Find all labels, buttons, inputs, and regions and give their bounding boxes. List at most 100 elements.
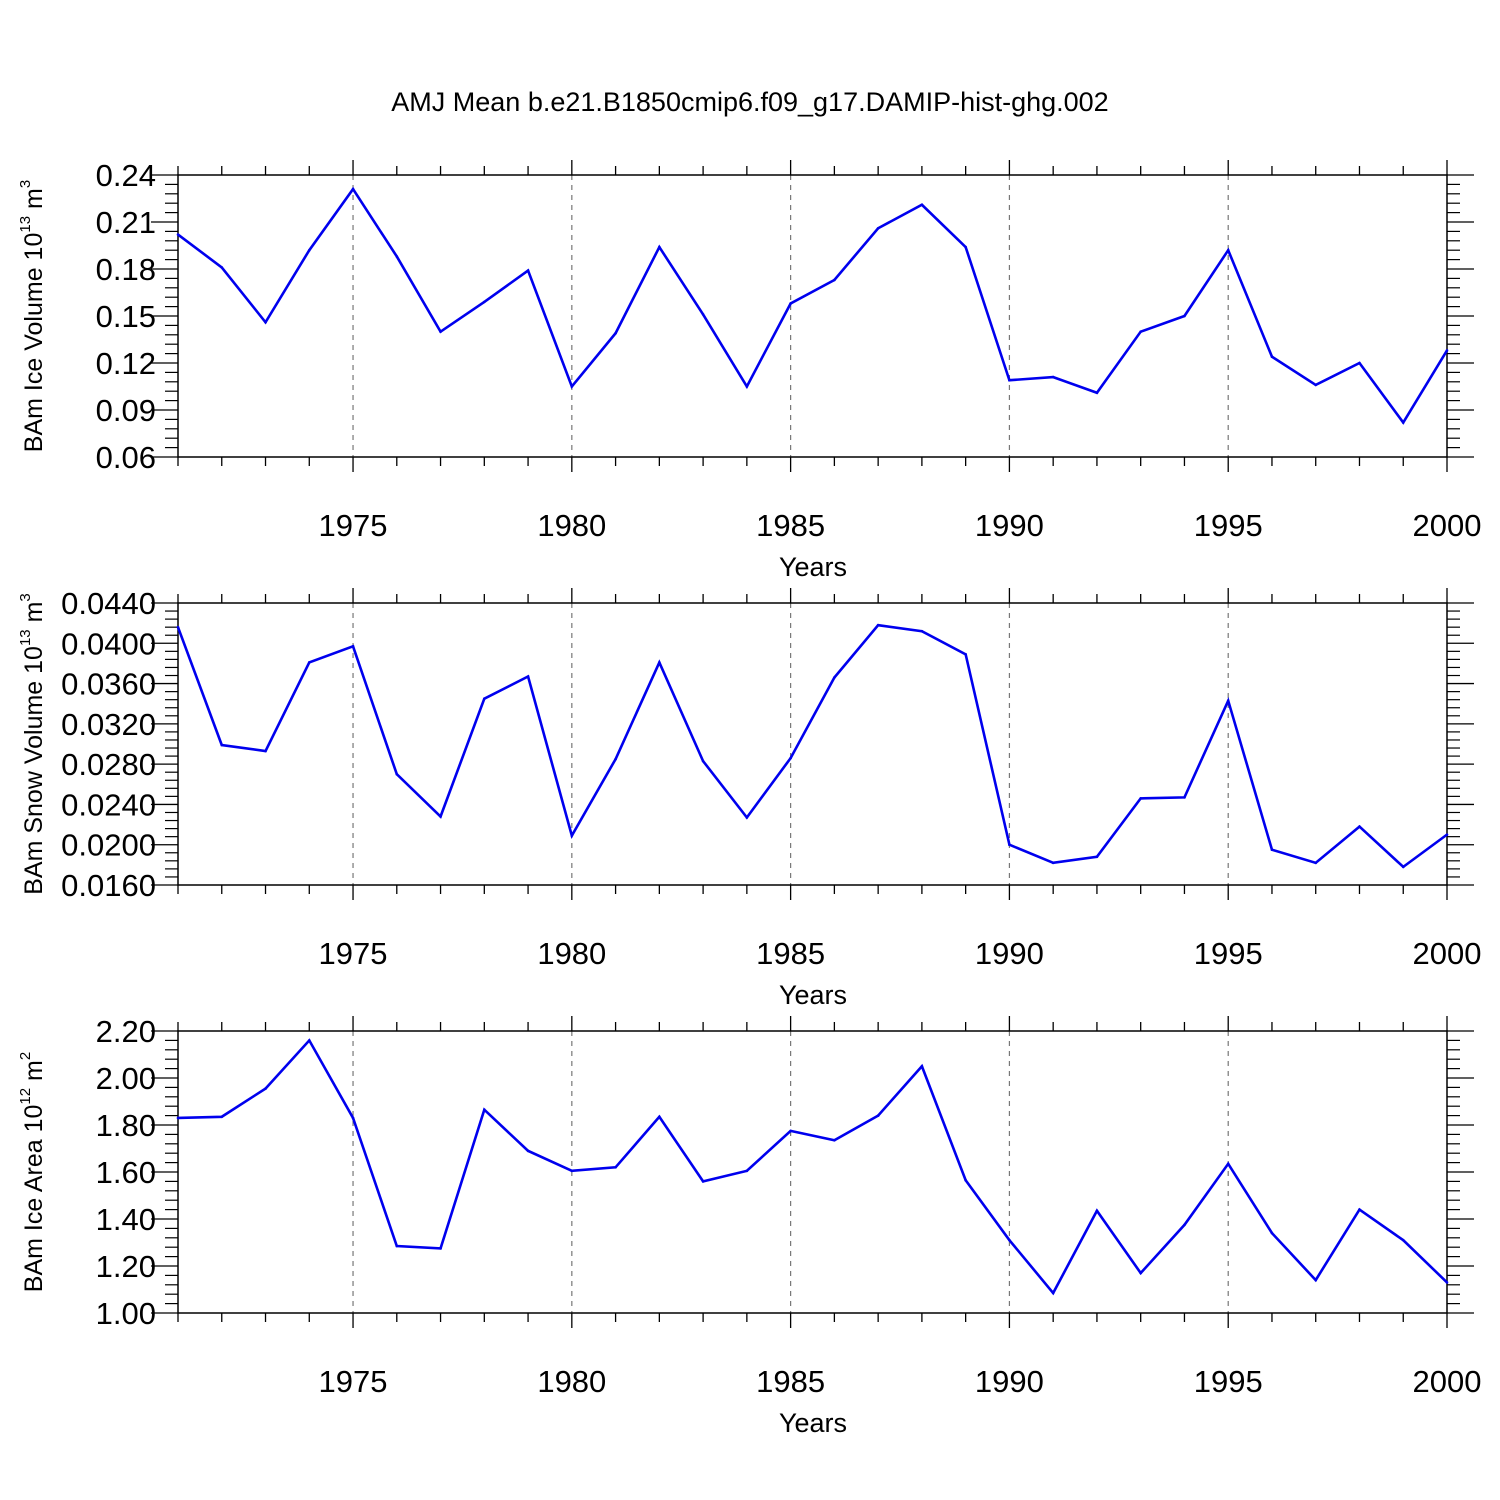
data-point <box>1226 699 1230 702</box>
panels: 1975 1980 1985 1990 1995 2000 Years 0.06 0.09 0.1… <box>17 158 1481 1438</box>
data-point <box>1008 378 1011 382</box>
x-tick-label: 1980 <box>537 936 606 971</box>
y-tick-label: 0.0280 <box>61 747 156 782</box>
data-point <box>876 1114 880 1117</box>
x-tick-label: 1975 <box>319 936 388 971</box>
x-axis-label: Years <box>779 1408 847 1438</box>
data-point <box>439 1247 442 1250</box>
data-point <box>1051 861 1055 865</box>
y-tick-label: 0.21 <box>96 205 156 240</box>
data-point <box>1008 1238 1011 1242</box>
data-point <box>701 1180 705 1183</box>
data-point <box>570 385 574 388</box>
data-point <box>176 233 180 236</box>
data-point <box>920 629 924 633</box>
data-point <box>1270 355 1274 359</box>
data-point <box>1139 330 1142 333</box>
data-point <box>833 676 836 679</box>
data-point <box>526 1149 530 1153</box>
series-line <box>177 186 1449 425</box>
y-tick-label: 0.06 <box>96 440 156 475</box>
y-axis-label-superscript: 13 <box>17 216 34 233</box>
data-point <box>1358 361 1361 365</box>
data-point <box>220 743 224 747</box>
data-point <box>351 645 355 648</box>
data-point <box>920 203 924 207</box>
y-tick-label: 1.20 <box>96 1249 156 1284</box>
data-point <box>176 625 180 629</box>
y-axis-label: BAm Ice Area 1012 m2 <box>17 1052 48 1292</box>
data-point <box>439 815 442 818</box>
data-point <box>307 1039 311 1042</box>
data-point <box>1183 1223 1186 1227</box>
data-point <box>483 697 486 700</box>
data-point <box>1401 421 1405 424</box>
data-point <box>483 1108 486 1112</box>
y-axis-label-superscript: 2 <box>17 1052 34 1060</box>
data-point <box>745 385 749 388</box>
y-tick-label: 0.09 <box>96 393 156 428</box>
y-tick-label: 0.24 <box>96 158 156 193</box>
data-point <box>526 269 530 272</box>
data-point <box>483 300 486 304</box>
data-point <box>1270 848 1274 852</box>
x-tick-label: 1980 <box>537 508 606 543</box>
y-tick-label: 0.0400 <box>61 626 156 661</box>
data-point <box>1445 833 1449 836</box>
x-tick-label: 1990 <box>975 1364 1044 1399</box>
data-point <box>964 653 967 656</box>
data-point <box>1051 1291 1055 1295</box>
y-axis-label: BAm Ice Volume 1013 m3 <box>17 180 48 452</box>
data-point <box>439 330 442 333</box>
data-point <box>1095 855 1099 859</box>
y-axis-label-part: BAm Ice Area 10 <box>20 1105 48 1293</box>
data-point <box>1008 843 1011 847</box>
y-tick-label: 1.60 <box>96 1155 156 1190</box>
data-point <box>920 1064 924 1068</box>
data-point <box>701 759 705 763</box>
y-tick-label: 0.0360 <box>61 667 156 702</box>
data-point <box>307 248 311 252</box>
y-tick-label: 1.80 <box>96 1108 156 1143</box>
data-point <box>1314 861 1318 865</box>
data-point <box>701 313 705 316</box>
y-axis-label-superscript: 12 <box>17 1088 34 1105</box>
y-axis-label: BAm Snow Volume 1013 m3 <box>17 593 48 895</box>
data-point <box>614 757 617 761</box>
series-line <box>177 1038 1448 1296</box>
data-point <box>1445 1281 1449 1284</box>
data-point <box>1226 248 1230 252</box>
data-point <box>1314 1278 1318 1282</box>
x-tick-label: 1995 <box>1194 1364 1263 1399</box>
y-axis-label-superscript: 13 <box>17 629 34 646</box>
x-tick-label: 1995 <box>1194 508 1263 543</box>
data-point <box>351 1116 355 1120</box>
data-point <box>220 1115 224 1119</box>
data-point <box>570 1169 574 1173</box>
x-tick-label: 1975 <box>319 508 388 543</box>
data-point <box>1270 1231 1274 1235</box>
plot-frame <box>177 174 1448 458</box>
data-point <box>395 1244 399 1248</box>
data-point <box>1401 865 1405 869</box>
data-point <box>1183 796 1186 799</box>
data-point <box>395 255 399 258</box>
x-tick-label: 1985 <box>756 936 825 971</box>
data-point <box>1226 1162 1230 1166</box>
data-point <box>220 266 224 269</box>
data-point <box>351 187 355 191</box>
plot-frame <box>177 602 1448 886</box>
x-tick-label: 2000 <box>1413 508 1482 543</box>
data-point <box>1095 1209 1099 1213</box>
data-point <box>1139 797 1142 800</box>
data-point <box>833 278 836 282</box>
data-point <box>1095 391 1099 395</box>
y-tick-label: 0.0440 <box>61 586 156 621</box>
y-axis-label-part: m <box>20 188 48 216</box>
data-point <box>395 772 399 776</box>
data-point <box>658 1115 661 1119</box>
y-axis-label-part: BAm Ice Volume 10 <box>20 233 48 453</box>
data-point <box>1358 1208 1361 1211</box>
